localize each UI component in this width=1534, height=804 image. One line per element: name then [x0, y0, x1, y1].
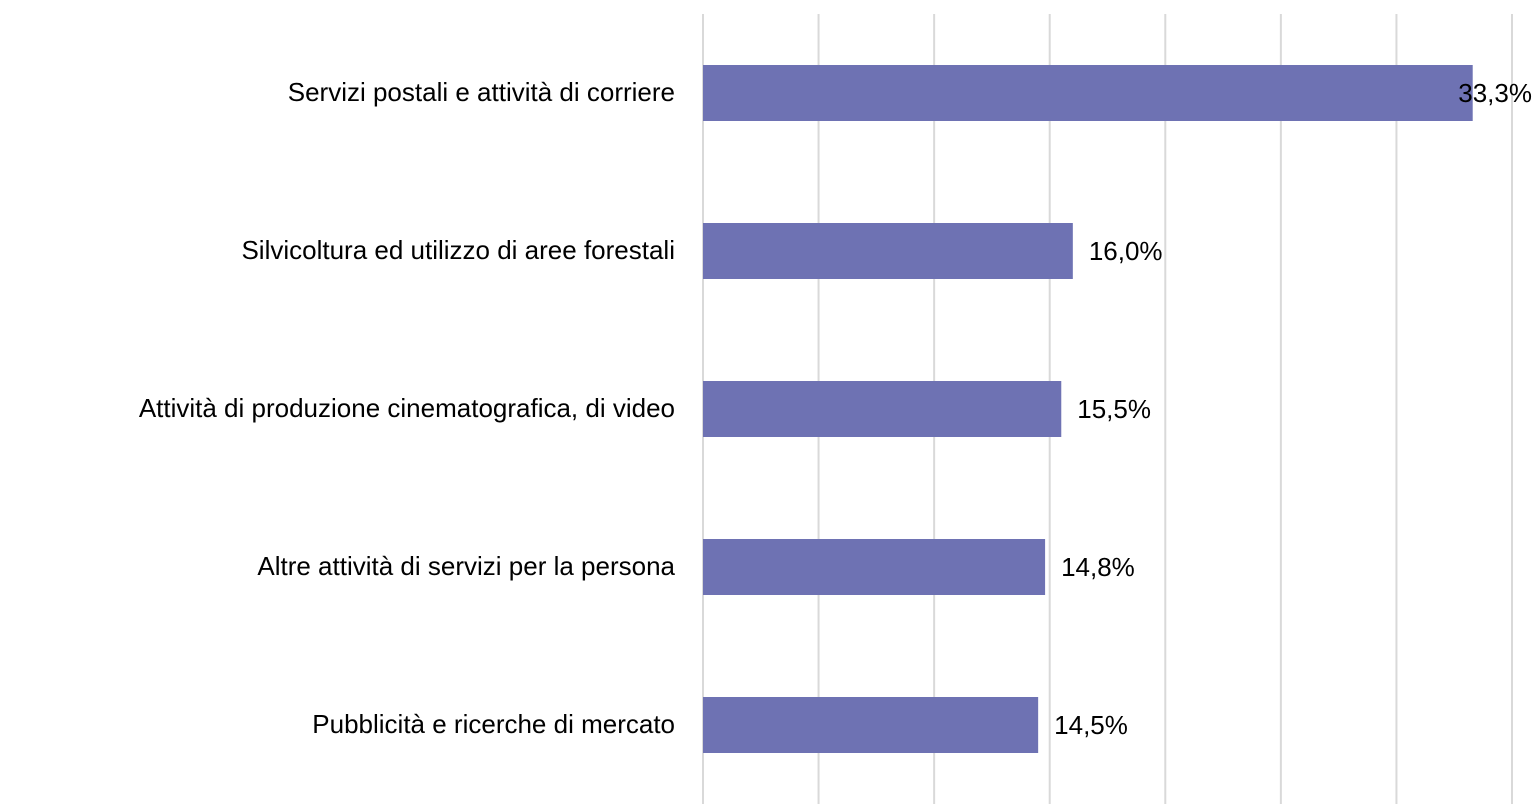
- value-label: 16,0%: [1089, 236, 1163, 266]
- category-label: Servizi postali e attività di corriere: [288, 77, 675, 107]
- value-label: 14,8%: [1061, 552, 1135, 582]
- value-label: 33,3%: [1458, 78, 1532, 108]
- category-label: Attività di produzione cinematografica, …: [139, 393, 675, 423]
- bar: [703, 539, 1046, 595]
- category-label: Pubblicità e ricerche di mercato: [312, 709, 675, 739]
- category-label: Altre attività di servizi per la persona: [257, 551, 675, 581]
- value-label: 14,5%: [1054, 710, 1128, 740]
- bar: [703, 381, 1062, 437]
- category-label: Silvicoltura ed utilizzo di aree foresta…: [241, 235, 675, 265]
- bar: [703, 223, 1073, 279]
- bar: [703, 65, 1473, 121]
- bar: [703, 697, 1039, 753]
- value-label: 15,5%: [1077, 394, 1151, 424]
